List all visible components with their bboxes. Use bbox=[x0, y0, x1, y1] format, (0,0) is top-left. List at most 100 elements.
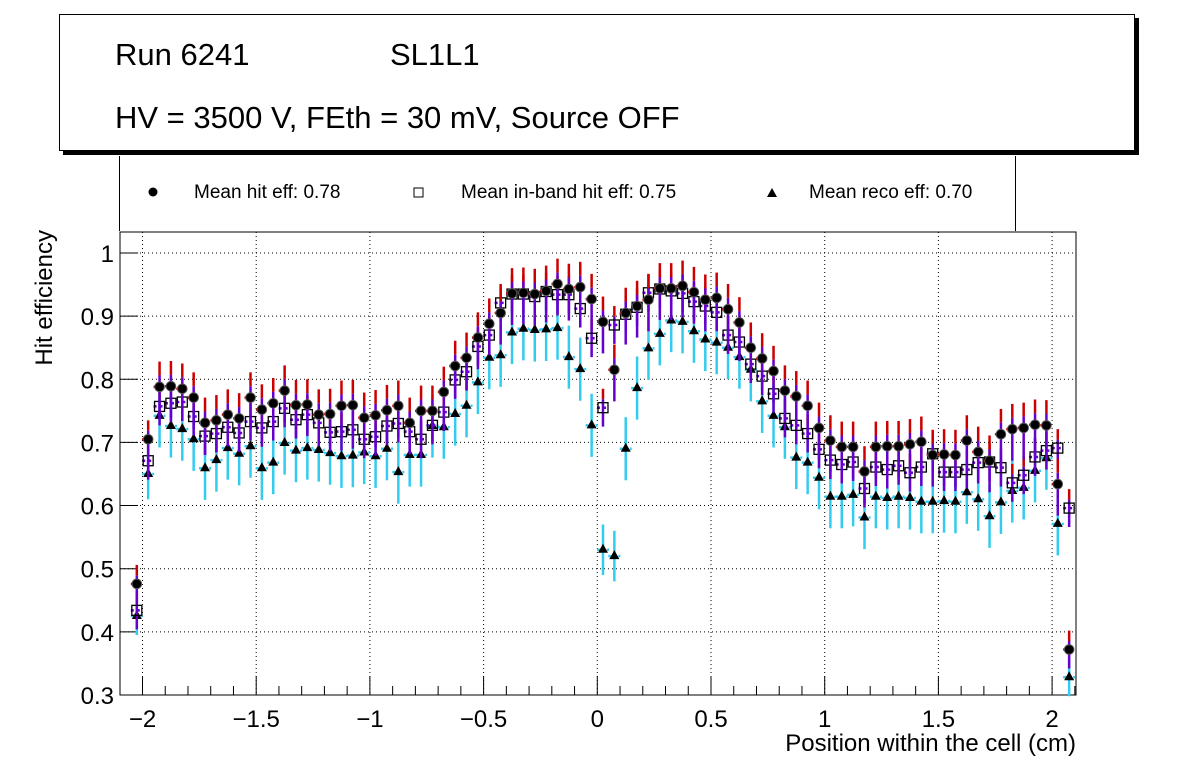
data-point-square bbox=[1052, 442, 1064, 454]
data-point-circle bbox=[984, 455, 995, 467]
data-point-triangle bbox=[586, 419, 597, 429]
data-point-circle bbox=[233, 413, 245, 424]
data-point-circle bbox=[711, 292, 722, 304]
data-point-circle bbox=[722, 303, 734, 315]
data-point-circle bbox=[506, 288, 518, 299]
data-point-triangle bbox=[961, 486, 972, 496]
data-point-triangle bbox=[529, 324, 540, 334]
data-point-triangle bbox=[393, 466, 404, 476]
data-point-triangle bbox=[507, 326, 518, 336]
data-point-circle bbox=[1063, 644, 1075, 655]
x-tick-label: 1.5 bbox=[922, 706, 955, 733]
data-point-circle bbox=[188, 392, 199, 403]
data-point-circle bbox=[790, 391, 802, 402]
data-point-circle bbox=[904, 439, 916, 450]
data-point-circle bbox=[267, 397, 279, 409]
data-point-circle bbox=[336, 400, 347, 412]
data-point-circle bbox=[1052, 478, 1064, 490]
data-point-triangle bbox=[1064, 671, 1075, 681]
data-point-circle bbox=[677, 280, 688, 292]
run-label: Run 6241 bbox=[115, 37, 250, 72]
data-point-circle bbox=[131, 578, 143, 590]
data-point-circle bbox=[302, 399, 313, 410]
y-tick-label: 1 bbox=[101, 241, 114, 268]
data-point-circle bbox=[813, 422, 825, 434]
data-point-circle bbox=[427, 405, 438, 417]
data-point-triangle bbox=[541, 323, 552, 333]
data-point-triangle bbox=[893, 490, 904, 500]
data-point-triangle bbox=[904, 491, 915, 501]
data-point-circle bbox=[449, 360, 461, 372]
data-point-circle bbox=[540, 285, 552, 297]
data-point-triangle bbox=[336, 450, 347, 460]
series-filled-circle bbox=[130, 258, 1076, 669]
data-point-triangle bbox=[495, 349, 506, 359]
y-tick-label: 0.9 bbox=[81, 304, 114, 331]
data-point-circle bbox=[927, 449, 939, 461]
data-point-triangle bbox=[939, 495, 950, 505]
data-point-circle bbox=[995, 428, 1007, 440]
data-point-circle bbox=[154, 381, 165, 393]
x-tick-label: 0.5 bbox=[694, 706, 727, 733]
x-tick-label: 0 bbox=[591, 706, 604, 733]
data-point-circle bbox=[222, 409, 234, 420]
data-point-triangle bbox=[279, 437, 290, 447]
conditions-label: HV = 3500 V, FEth = 30 mV, Source OFF bbox=[115, 100, 680, 135]
data-point-circle bbox=[893, 440, 904, 452]
data-point-circle bbox=[825, 435, 836, 446]
data-point-circle bbox=[1041, 420, 1052, 431]
legend-circle-marker-icon bbox=[148, 187, 158, 197]
y-tick-label: 0.8 bbox=[81, 367, 114, 394]
data-point-circle bbox=[245, 392, 256, 403]
data-point-circle bbox=[665, 283, 677, 294]
data-point-circle bbox=[938, 449, 950, 460]
data-point-circle bbox=[415, 405, 427, 417]
data-point-circle bbox=[313, 409, 325, 420]
data-point-triangle bbox=[825, 490, 836, 500]
data-point-circle bbox=[643, 294, 654, 306]
data-point-triangle bbox=[859, 511, 870, 521]
data-point-circle bbox=[734, 317, 745, 328]
data-point-triangle bbox=[632, 382, 643, 392]
data-point-circle bbox=[688, 286, 700, 298]
data-point-circle bbox=[620, 307, 632, 319]
data-point-triangle bbox=[313, 443, 324, 453]
data-point-triangle bbox=[597, 543, 608, 553]
data-point-circle bbox=[279, 385, 290, 396]
data-point-triangle bbox=[643, 342, 654, 352]
x-tick-label: −0.5 bbox=[460, 706, 507, 733]
layer-label: SL1L1 bbox=[390, 37, 480, 72]
data-point-circle bbox=[472, 332, 484, 343]
data-point-circle bbox=[961, 435, 973, 446]
data-point-circle bbox=[347, 399, 359, 411]
data-point-circle bbox=[1007, 423, 1018, 435]
data-point-triangle bbox=[950, 495, 961, 505]
data-point-circle bbox=[802, 400, 813, 412]
data-point-circle bbox=[142, 433, 154, 445]
data-point-circle bbox=[836, 441, 848, 453]
data-point-circle bbox=[847, 441, 859, 453]
data-point-triangle bbox=[609, 550, 620, 560]
data-point-triangle bbox=[620, 442, 631, 452]
data-point-circle bbox=[1029, 419, 1041, 431]
data-point-triangle bbox=[165, 420, 176, 430]
data-point-triangle bbox=[381, 442, 392, 452]
data-point-triangle bbox=[325, 447, 336, 457]
y-axis-title: Hit efficiency bbox=[31, 230, 58, 366]
data-point-circle bbox=[1018, 422, 1029, 434]
y-tick-label: 0.7 bbox=[81, 430, 114, 457]
data-point-triangle bbox=[757, 395, 768, 405]
data-point-circle bbox=[370, 409, 381, 421]
legend-square-marker-icon bbox=[413, 187, 424, 198]
x-tick-label: −1.5 bbox=[233, 706, 280, 733]
data-point-triangle bbox=[802, 456, 813, 466]
legend-item-reco-eff: Mean reco eff: 0.70 bbox=[809, 182, 973, 203]
data-point-triangle bbox=[848, 488, 859, 498]
data-point-triangle bbox=[677, 315, 688, 325]
legend: Mean hit eff: 0.78 Mean in-band hit eff:… bbox=[119, 156, 1016, 231]
data-point-circle bbox=[290, 399, 302, 411]
data-point-triangle bbox=[575, 363, 586, 373]
data-point-triangle bbox=[177, 423, 188, 433]
title-box: Run 6241 SL1L1 HV = 3500 V, FEth = 30 mV… bbox=[59, 14, 1135, 151]
data-point-triangle bbox=[188, 433, 199, 443]
